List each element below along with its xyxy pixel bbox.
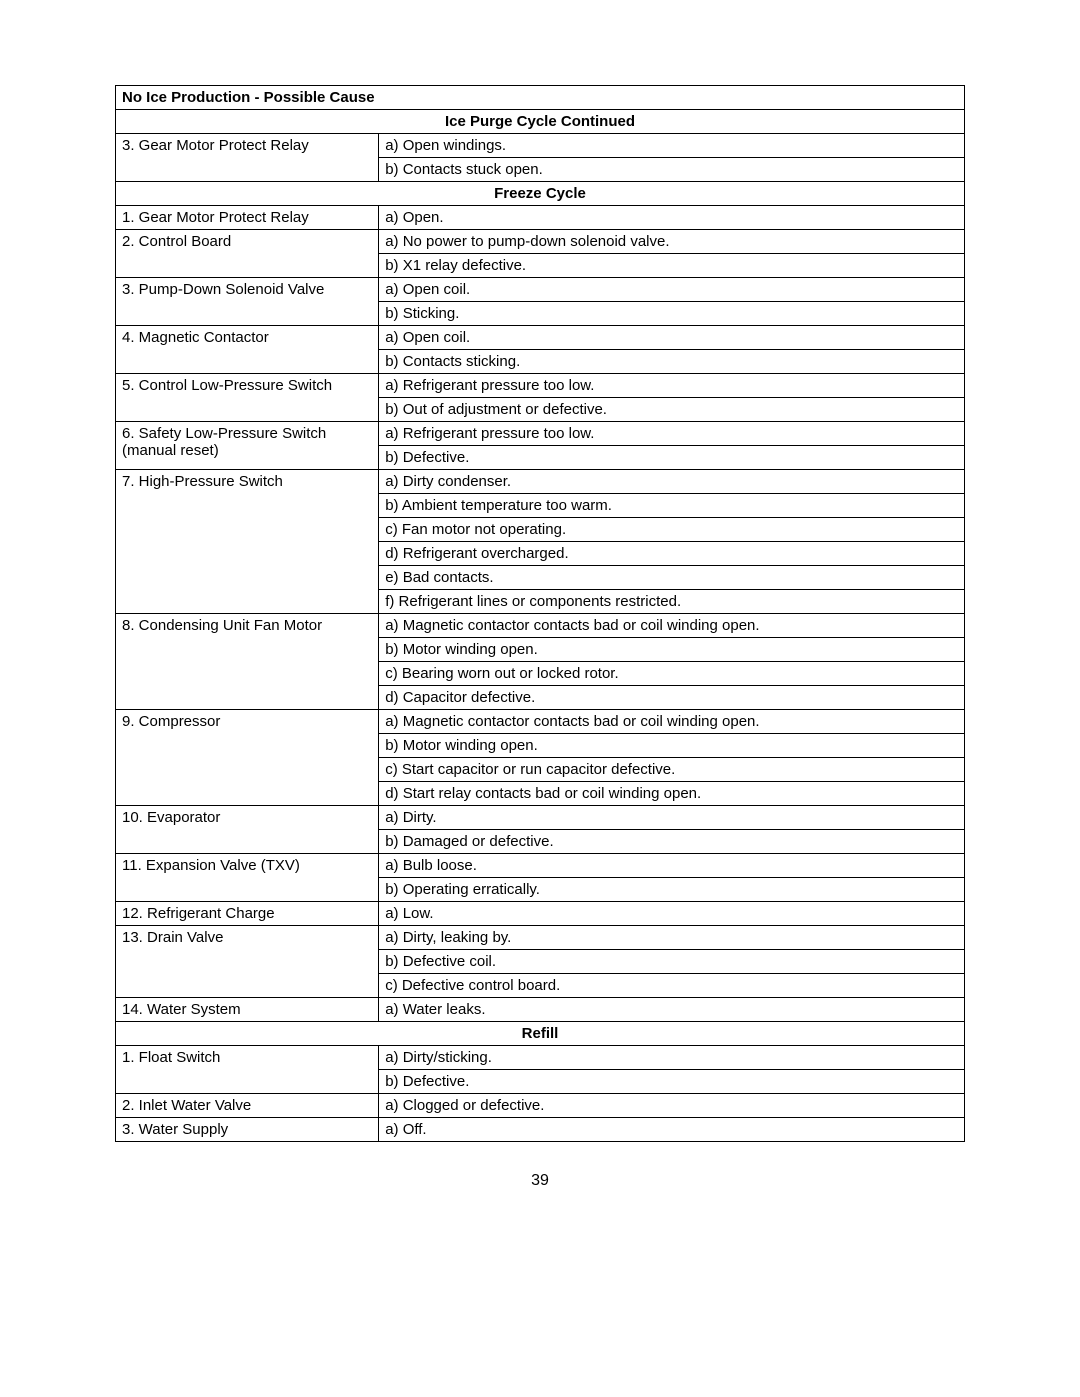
cause-cell: b) Motor winding open.: [379, 734, 965, 758]
cause-cell: a) Dirty/sticking.: [379, 1046, 965, 1070]
cause-cell: b) Out of adjustment or defective.: [379, 398, 965, 422]
cause-cell: c) Defective control board.: [379, 974, 965, 998]
cause-cell: a) Water leaks.: [379, 998, 965, 1022]
component-cell: 10. Evaporator: [116, 806, 379, 854]
cause-cell: c) Bearing worn out or locked rotor.: [379, 662, 965, 686]
component-cell: 13. Drain Valve: [116, 926, 379, 998]
cause-cell: b) Operating erratically.: [379, 878, 965, 902]
cause-cell: b) Ambient temperature too warm.: [379, 494, 965, 518]
cause-cell: a) Off.: [379, 1118, 965, 1142]
component-cell: 12. Refrigerant Charge: [116, 902, 379, 926]
cause-cell: b) Sticking.: [379, 302, 965, 326]
cause-cell: a) Open windings.: [379, 134, 965, 158]
cause-cell: b) Defective coil.: [379, 950, 965, 974]
cause-cell: a) Dirty, leaking by.: [379, 926, 965, 950]
component-cell: 3. Gear Motor Protect Relay: [116, 134, 379, 182]
component-cell: 14. Water System: [116, 998, 379, 1022]
page-number: 39: [115, 1172, 965, 1190]
component-cell: 3. Pump-Down Solenoid Valve: [116, 278, 379, 326]
component-cell: 11. Expansion Valve (TXV): [116, 854, 379, 902]
component-cell: 6. Safety Low-Pressure Switch (manual re…: [116, 422, 379, 470]
cause-cell: b) X1 relay defective.: [379, 254, 965, 278]
troubleshooting-table: No Ice Production - Possible CauseIce Pu…: [115, 85, 965, 1142]
cause-cell: a) No power to pump-down solenoid valve.: [379, 230, 965, 254]
section-header: Refill: [116, 1022, 965, 1046]
cause-cell: a) Low.: [379, 902, 965, 926]
component-cell: 1. Float Switch: [116, 1046, 379, 1094]
cause-cell: a) Magnetic contactor contacts bad or co…: [379, 710, 965, 734]
cause-cell: f) Refrigerant lines or components restr…: [379, 590, 965, 614]
cause-cell: b) Defective.: [379, 446, 965, 470]
cause-cell: a) Dirty condenser.: [379, 470, 965, 494]
cause-cell: b) Defective.: [379, 1070, 965, 1094]
cause-cell: a) Clogged or defective.: [379, 1094, 965, 1118]
component-cell: 8. Condensing Unit Fan Motor: [116, 614, 379, 710]
cause-cell: a) Refrigerant pressure too low.: [379, 422, 965, 446]
cause-cell: b) Motor winding open.: [379, 638, 965, 662]
cause-cell: e) Bad contacts.: [379, 566, 965, 590]
cause-cell: b) Contacts stuck open.: [379, 158, 965, 182]
cause-cell: a) Dirty.: [379, 806, 965, 830]
component-cell: 3. Water Supply: [116, 1118, 379, 1142]
component-cell: 2. Control Board: [116, 230, 379, 278]
cause-cell: a) Open.: [379, 206, 965, 230]
cause-cell: a) Refrigerant pressure too low.: [379, 374, 965, 398]
cause-cell: b) Contacts sticking.: [379, 350, 965, 374]
component-cell: 2. Inlet Water Valve: [116, 1094, 379, 1118]
component-cell: 4. Magnetic Contactor: [116, 326, 379, 374]
cause-cell: a) Open coil.: [379, 278, 965, 302]
cause-cell: c) Start capacitor or run capacitor defe…: [379, 758, 965, 782]
cause-cell: d) Refrigerant overcharged.: [379, 542, 965, 566]
component-cell: 5. Control Low-Pressure Switch: [116, 374, 379, 422]
table-title: No Ice Production - Possible Cause: [116, 86, 965, 110]
component-cell: 7. High-Pressure Switch: [116, 470, 379, 614]
cause-cell: a) Bulb loose.: [379, 854, 965, 878]
page: No Ice Production - Possible CauseIce Pu…: [0, 0, 1080, 1230]
section-header: Freeze Cycle: [116, 182, 965, 206]
cause-cell: d) Start relay contacts bad or coil wind…: [379, 782, 965, 806]
cause-cell: c) Fan motor not operating.: [379, 518, 965, 542]
cause-cell: b) Damaged or defective.: [379, 830, 965, 854]
component-cell: 1. Gear Motor Protect Relay: [116, 206, 379, 230]
component-cell: 9. Compressor: [116, 710, 379, 806]
cause-cell: a) Open coil.: [379, 326, 965, 350]
cause-cell: d) Capacitor defective.: [379, 686, 965, 710]
cause-cell: a) Magnetic contactor contacts bad or co…: [379, 614, 965, 638]
section-header: Ice Purge Cycle Continued: [116, 110, 965, 134]
